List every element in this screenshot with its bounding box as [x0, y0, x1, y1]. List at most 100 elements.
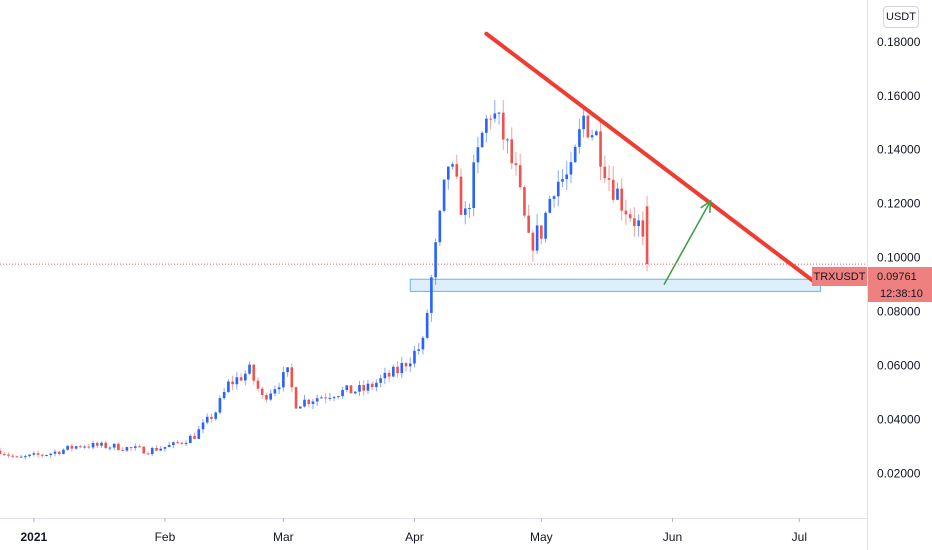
candle-body	[633, 218, 636, 227]
y-tick-label: 0.04000	[877, 413, 921, 427]
candle-body	[438, 210, 442, 243]
candle-body	[620, 188, 624, 211]
candle-body	[95, 442, 99, 446]
candle-body	[396, 366, 399, 374]
candle-body	[379, 378, 382, 383]
candle-body	[172, 442, 175, 446]
candle-body	[421, 337, 425, 350]
candle-body	[205, 416, 209, 423]
candle-body	[252, 364, 256, 381]
candle-body	[112, 443, 116, 448]
candle-body	[459, 176, 463, 215]
candle-body	[451, 164, 454, 167]
candle-body	[480, 132, 484, 148]
candle-body	[163, 447, 167, 449]
candle-body	[425, 312, 429, 338]
candle-body	[294, 387, 298, 409]
candle-body	[222, 391, 226, 399]
candle-body	[150, 447, 154, 455]
candle-body	[79, 446, 82, 448]
candle-body	[586, 115, 590, 138]
candle-body	[392, 366, 395, 377]
candle-body	[286, 367, 289, 373]
candle-body	[362, 384, 366, 391]
candle-body	[497, 112, 501, 114]
candle-body	[485, 118, 488, 133]
candle-body	[117, 443, 120, 451]
resistance-trendline[interactable]	[484, 31, 819, 286]
candle-body	[210, 416, 213, 419]
candle-body	[611, 179, 615, 200]
candle-body	[514, 163, 518, 166]
candle-body	[227, 381, 230, 392]
candle-body	[370, 383, 374, 388]
support-zone[interactable]	[409, 278, 821, 292]
candle-body	[24, 456, 27, 458]
candle-body	[265, 394, 268, 400]
candle-body	[573, 146, 577, 163]
candle-body	[320, 397, 323, 399]
candle-body	[197, 429, 201, 439]
candle-body	[523, 187, 526, 216]
candle-body	[104, 442, 108, 448]
candle-body	[91, 442, 95, 448]
x-tick-label: May	[530, 530, 553, 544]
candle-body	[121, 450, 124, 452]
candle-body	[315, 398, 319, 402]
candle-body	[328, 397, 332, 399]
candle-body	[303, 399, 306, 407]
candle-body	[32, 453, 36, 455]
candle-body	[404, 363, 408, 367]
candle-body	[400, 363, 404, 374]
candle-body	[616, 188, 619, 200]
currency-button[interactable]: USDT	[883, 6, 919, 28]
candle-body	[345, 385, 349, 390]
candle-body	[290, 367, 294, 388]
x-tick-label: Jul	[792, 530, 807, 544]
candle-body	[277, 387, 281, 390]
candle-body	[624, 210, 628, 215]
candle-body	[337, 396, 340, 398]
symbol-tag-bg	[812, 267, 867, 286]
symbol-tag-label: TRXUSDT	[814, 271, 866, 283]
candle-body	[578, 129, 581, 147]
candle-body	[595, 131, 598, 136]
candle-body	[282, 372, 285, 388]
candle-body	[108, 447, 112, 449]
candle-body	[28, 454, 31, 457]
candle-body	[307, 399, 311, 404]
projection-arrow[interactable]	[663, 200, 712, 286]
candle-body	[590, 135, 594, 138]
y-tick-label: 0.02000	[877, 466, 921, 480]
y-tick-label: 0.18000	[877, 35, 921, 49]
x-tick-label: Jun	[663, 530, 682, 544]
candle-body	[40, 454, 44, 456]
candle-body	[565, 174, 569, 180]
candle-body	[645, 206, 649, 265]
candle-body	[159, 448, 163, 451]
candle-body	[413, 350, 416, 364]
candle-body	[476, 147, 480, 163]
candle-body	[235, 377, 239, 385]
candle-body	[45, 455, 48, 457]
candle-body	[582, 115, 585, 130]
candle-body	[599, 131, 602, 167]
candle-body	[387, 372, 391, 377]
candle-body	[408, 363, 412, 367]
candle-body	[125, 447, 129, 451]
candle-body	[0, 450, 2, 455]
candle-body	[332, 397, 336, 399]
candle-body	[349, 385, 353, 394]
candle-body	[324, 397, 327, 399]
candle-body	[231, 381, 234, 385]
y-tick-label: 0.12000	[877, 197, 921, 211]
candle-body	[548, 198, 552, 213]
candle-body	[134, 446, 137, 448]
candle-body	[552, 196, 556, 199]
candle-body	[341, 389, 344, 397]
y-tick-label: 0.06000	[877, 359, 921, 373]
candle-body	[628, 214, 632, 219]
candle-body	[184, 443, 188, 445]
